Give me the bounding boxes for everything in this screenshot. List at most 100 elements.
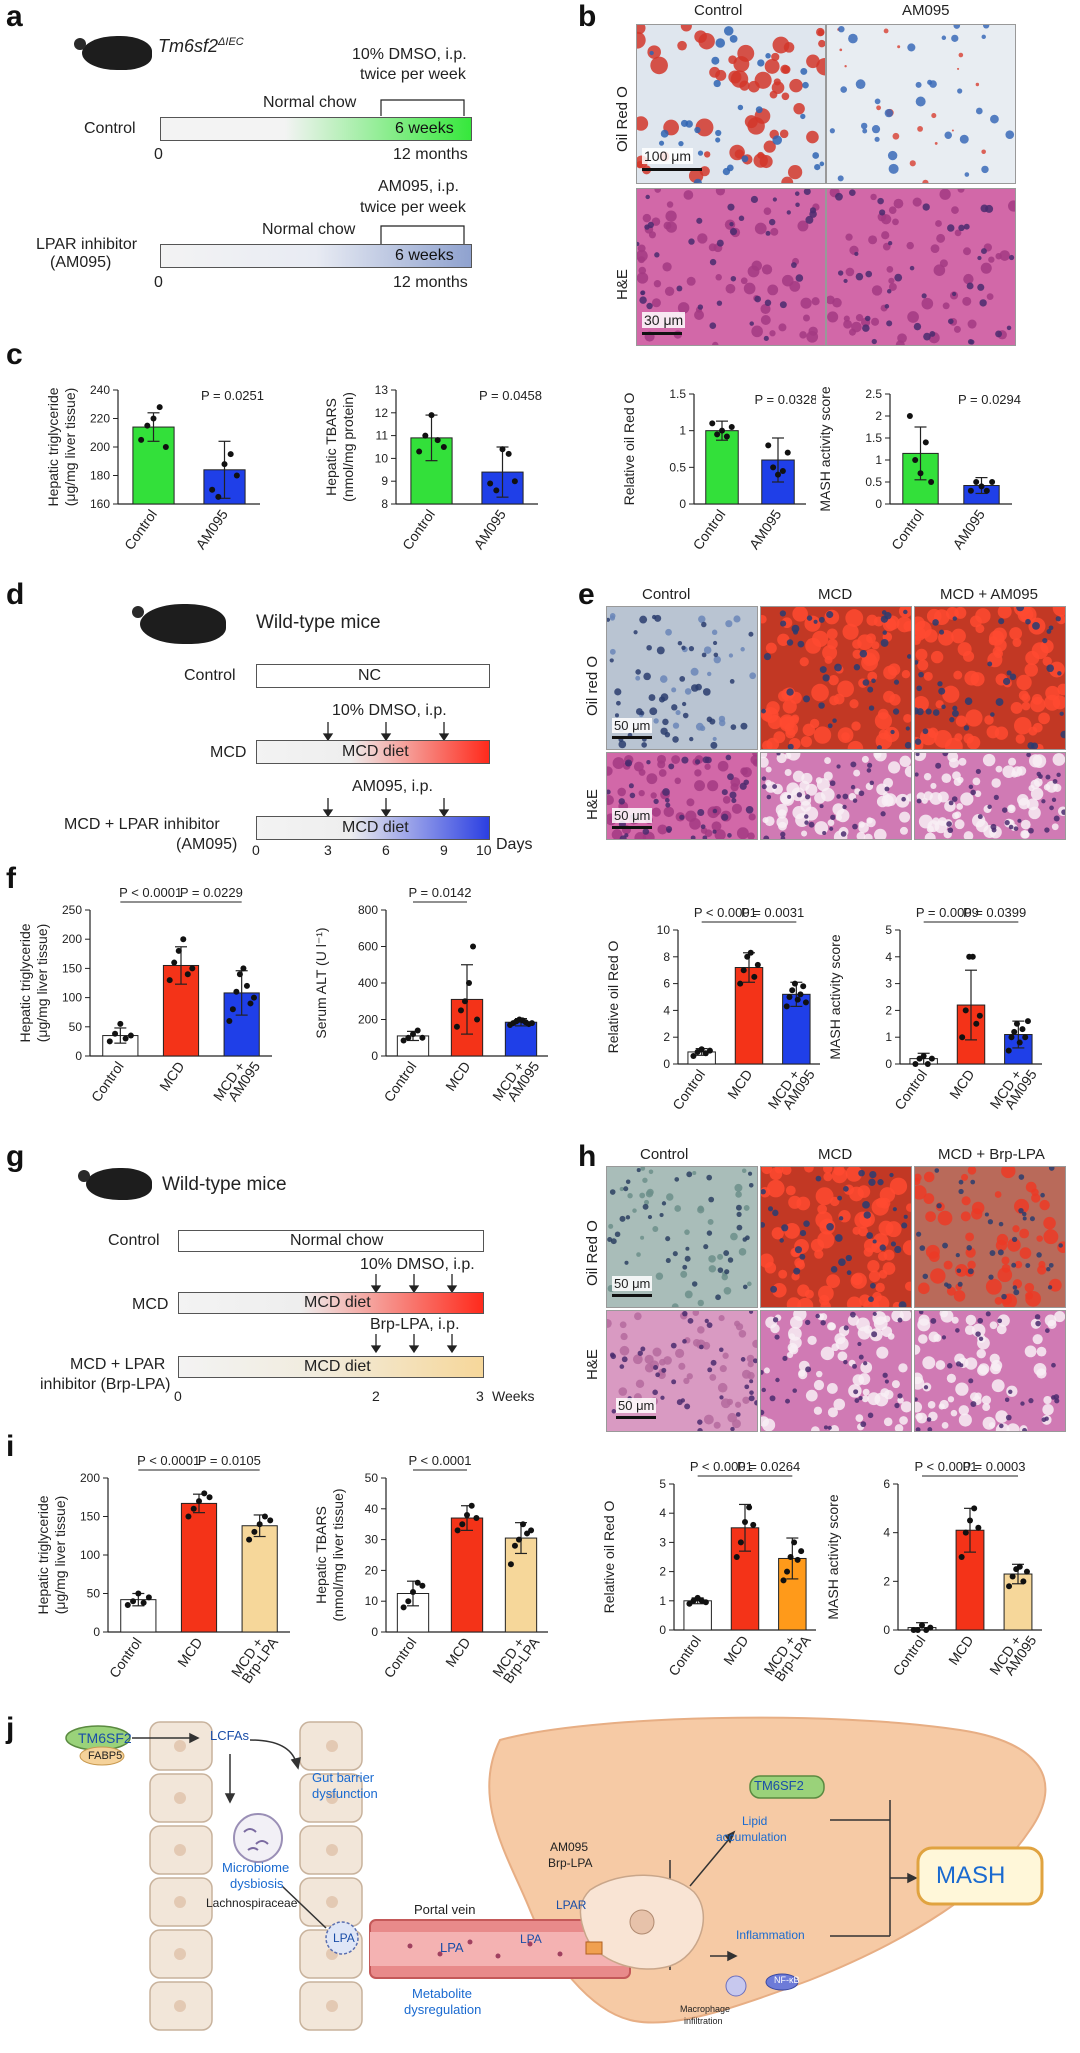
data-point [1023,1568,1030,1575]
p-value: P < 0.0001 [694,905,757,920]
data-point [185,1513,192,1520]
data-point [1020,1578,1027,1585]
y-tick-label: 0 [93,1625,100,1639]
h-img-oro-mcd [760,1166,912,1308]
g-unit: Weeks [492,1388,535,1404]
data-point [144,422,151,429]
y-tick-label: 1 [679,424,686,438]
x-tick-label: Control [669,1067,708,1113]
data-point [474,1016,481,1023]
d-row-control: Control [184,667,236,684]
x-tick-label: MCD [156,1059,187,1094]
chart-f-alt: Serum ALT (U l⁻¹) 0 200 400 600 800 Control MCD… [313,885,548,1105]
data-point [719,427,725,434]
a-control-treat2: twice per week [360,66,466,83]
chart-f-triglyceride: Hepatic triglyceride (μg/mg liver tissue)… [17,885,272,1105]
data-point [714,431,721,438]
data-point [196,1498,202,1505]
e-col-mcd-am095: MCD + AM095 [940,586,1038,603]
x-tick-label: MCD [724,1067,755,1102]
j-gut2: dysfunction [312,1786,378,1801]
p-value: P = 0.0328 [754,392,816,407]
data-point [405,1598,412,1605]
e-img-he-mcd [760,752,912,840]
j-lipid2: accumulation [716,1830,787,1844]
a-bracket-1 [380,99,465,116]
p-value: P < 0.0001 [914,1459,977,1474]
data-point [440,444,447,450]
e-row-he: H&E [584,789,601,820]
a-control-timeline [160,117,472,141]
data-point [922,439,929,446]
x-tick-label: MCD [442,1635,473,1670]
data-point [779,468,786,474]
d-unit: Days [496,836,533,853]
data-point [457,1007,464,1014]
data-point [783,1003,790,1010]
data-point [122,1035,129,1042]
y-axis-label: MASH activity score [817,386,833,511]
data-point [419,1582,426,1589]
x-tick-label: Control [689,507,728,553]
data-point [791,1539,798,1546]
data-point [1016,1563,1023,1570]
y-tick-label: 2.5 [865,387,882,401]
data-point [493,487,500,494]
b-img-he-am095 [826,188,1016,346]
data-point [189,965,196,972]
data-point [789,987,796,994]
a-lpar-start: 0 [154,274,163,291]
y-tick-label: 200 [358,1013,378,1027]
b-scale-100: 100 μm [642,148,693,164]
data-point [226,1017,233,1024]
p-value: P = 0.0031 [741,905,804,920]
y-tick-label: 4 [659,1506,666,1520]
mouse-icon [78,1168,152,1200]
j-lachno: Lachnospiraceae [206,1896,298,1910]
x-tick-label: Control [88,1059,127,1105]
data-point [130,1598,137,1605]
d-t2: AM095, i.p. [352,778,433,795]
h-img-oro-mcd-brplpa [914,1166,1066,1308]
data-point [175,947,182,954]
j-inflam: Inflammation [736,1928,805,1942]
a-lpar-end: 12 months [393,274,468,291]
a-control-treat1: 10% DMSO, i.p. [352,46,467,63]
data-point [515,1536,522,1543]
data-point [709,420,716,427]
y-tick-label: 150 [80,1510,100,1524]
data-point [246,1536,253,1543]
data-point [924,1061,931,1067]
d-tick-0: 0 [252,842,260,858]
data-point [461,998,468,1005]
data-point [171,959,178,966]
p-value: P = 0.0009 [916,905,979,920]
j-tm6sf2-liver: TM6SF2 [754,1778,804,1793]
bar [241,1525,278,1633]
d-tick-9: 9 [440,842,448,858]
chart-i-triglyceride: Hepatic triglyceride (μg/mg liver tissue)… [35,1453,290,1686]
e-row-oilredo: Oil red O [584,655,601,716]
j-inhib1: AM095 [550,1840,589,1854]
data-point [1019,1026,1026,1033]
y-tick-label: 0 [679,497,686,511]
data-point [737,980,744,987]
y-tick-label: 200 [80,1471,100,1485]
g-title: Wild-type mice [162,1174,287,1195]
mouse-genotype: Tm6sf2ΔIEC [158,36,244,56]
data-point [138,436,145,443]
data-point [256,1521,263,1528]
data-point [742,1518,748,1525]
a-control-period: 6 weeks [395,120,454,137]
data-point [473,1515,480,1522]
y-tick-label: 2 [875,409,882,423]
data-point [505,450,512,457]
data-point [468,1502,475,1509]
e-col-mcd: MCD [818,586,853,603]
y-axis-label: MASH activity score [825,1494,841,1619]
y-tick-label: 1 [875,453,882,467]
g-arrows-2 [370,1334,458,1354]
y-tick-label: 2 [659,1565,666,1579]
p-value: P < 0.0001 [690,1459,753,1474]
g-row-lpar: MCD + LPAR [70,1356,166,1373]
